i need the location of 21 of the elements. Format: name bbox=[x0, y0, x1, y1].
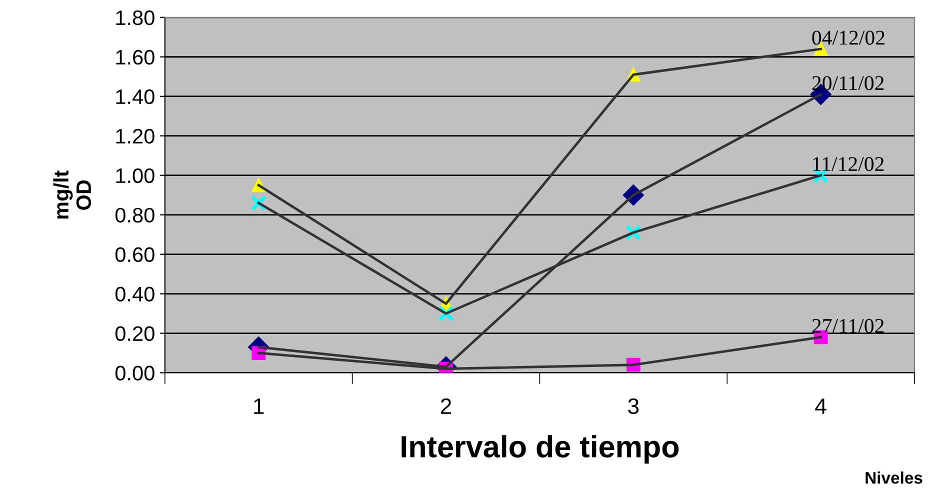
x-tick-label: 4 bbox=[815, 398, 826, 414]
y-tick-label: 1.60 bbox=[116, 50, 154, 65]
y-tick-label: 1.20 bbox=[116, 128, 154, 144]
y-axis-title: mg/lt OD bbox=[53, 170, 92, 219]
series-label: 20/11/02 bbox=[812, 76, 884, 90]
y-tick-label: 1.00 bbox=[116, 168, 154, 184]
y-tick-label: 0.40 bbox=[115, 286, 154, 302]
series-label: 11/12/02 bbox=[813, 157, 884, 172]
series-label: 04/12/02 bbox=[812, 30, 884, 45]
y-tick-label: 0.60 bbox=[115, 247, 154, 262]
y-tick-label: 0.20 bbox=[115, 326, 154, 342]
text: Niveles bbox=[866, 472, 922, 484]
y-tick-label: 0.80 bbox=[115, 208, 154, 223]
y-tick-label: 1.80 bbox=[116, 10, 154, 26]
x-axis-title: Intervalo de tiempo bbox=[402, 435, 679, 464]
x-tick-label: 1 bbox=[254, 398, 264, 414]
series-label: 27/11/02 bbox=[812, 318, 884, 333]
y-tick-label: 0.00 bbox=[115, 366, 154, 381]
x-tick-label: 2 bbox=[440, 398, 452, 414]
x-tick-label: 3 bbox=[628, 398, 639, 414]
y-tick-label: 1.40 bbox=[116, 89, 154, 104]
